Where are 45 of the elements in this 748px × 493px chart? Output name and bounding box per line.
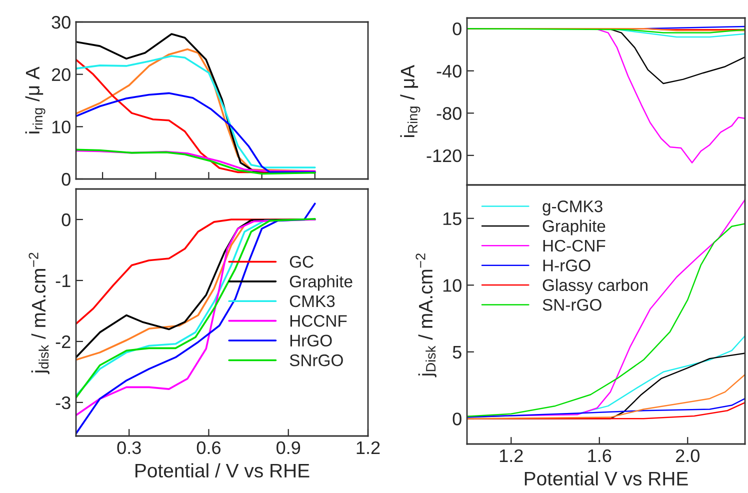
legend-label: Glassy carbon xyxy=(542,278,648,294)
y-tick-label: 10 xyxy=(52,120,70,134)
y-tick-label: 5 xyxy=(452,346,462,359)
x-axis-title: Potential / V vs RHE xyxy=(136,463,310,478)
line-series xyxy=(76,92,316,174)
y-tick-label: 10 xyxy=(443,279,462,292)
line-series xyxy=(467,398,745,418)
legend-label: HC-CNF xyxy=(543,240,606,252)
y-axis-title: j$_{Disk}$ / mA.cm$^{−2}$ xyxy=(416,254,436,378)
y-tick-label: 20 xyxy=(52,68,70,82)
legend-label: CMK3 xyxy=(290,295,335,308)
x-tick-label: 1.2 xyxy=(356,441,380,454)
y-tick-label: -80 xyxy=(436,107,462,120)
y-tick-label: 30 xyxy=(52,16,70,29)
y-tick-label: 0 xyxy=(62,213,70,226)
y-tick-label: 0 xyxy=(452,412,462,426)
x-tick-label: 0.3 xyxy=(117,441,141,454)
x-tick-label: 0.9 xyxy=(276,441,300,454)
y-axis-title: i$_{Ring}$ / μA xyxy=(400,64,420,137)
x-tick-label: 1.6 xyxy=(588,449,612,462)
legend-label: HCCNF xyxy=(290,315,347,327)
x-tick-label: 2.0 xyxy=(676,449,700,462)
y-tick-label: -2 xyxy=(56,335,70,348)
x-axis-title: Potential V vs RHE xyxy=(524,471,688,486)
y-tick-label: -40 xyxy=(436,64,462,78)
y-tick-label: -120 xyxy=(426,149,462,162)
legend-label: SNrGO xyxy=(290,354,343,366)
y-tick-label: 0 xyxy=(62,172,70,186)
line-series xyxy=(467,374,745,420)
y-axis-title: i$_{ring}$ /μ A xyxy=(25,66,46,134)
legend-label: Graphite xyxy=(542,220,606,236)
y-tick-label: -1 xyxy=(56,274,70,288)
legend-label: SN-rGO xyxy=(542,298,602,311)
legend-label: H-rGO xyxy=(543,260,590,272)
y-axis-title: j$_{disk}$ / mA.cm$^{−2}$ xyxy=(28,252,50,374)
legend-label: g-CMK3 xyxy=(542,200,602,216)
y-tick-label: 15 xyxy=(443,212,462,226)
x-tick-label: 1.2 xyxy=(500,449,523,462)
legend-label: Graphite xyxy=(290,275,352,291)
legend-label: HrGO xyxy=(290,334,332,347)
y-tick-label: -3 xyxy=(56,396,70,410)
x-tick-label: 0.6 xyxy=(196,441,220,454)
y-tick-label: 0 xyxy=(452,22,462,36)
legend-label: GC xyxy=(290,256,314,268)
line-series xyxy=(467,402,745,420)
